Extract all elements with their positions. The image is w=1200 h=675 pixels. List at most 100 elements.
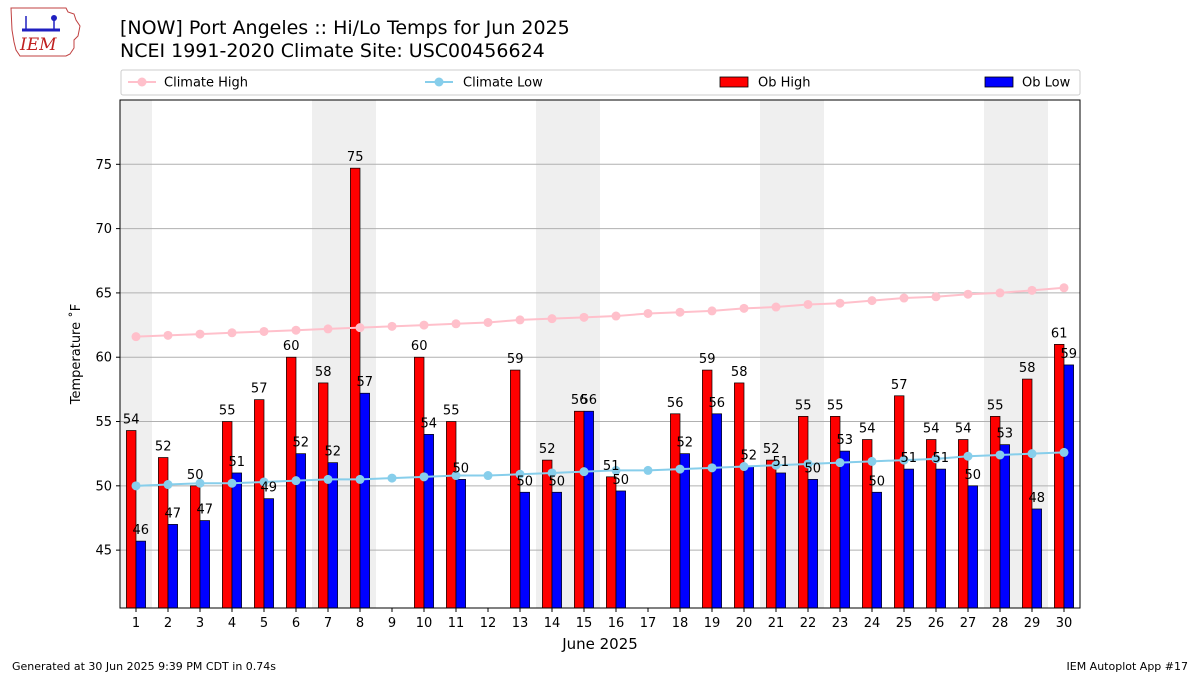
x-tick-label-4: 4 [228, 616, 236, 631]
ob-low-bar-30 [1063, 364, 1074, 609]
ob-high-label-26: 54 [923, 422, 940, 437]
ob-low-label-4: 51 [229, 455, 246, 470]
ob-high-bar-24 [862, 439, 873, 609]
climate-high-point-19 [707, 306, 717, 316]
x-tick-label-26: 26 [928, 616, 945, 631]
ob-high-bar-7 [318, 382, 329, 609]
ob-low-bar-10 [423, 434, 434, 609]
ob-high-bar-28 [990, 416, 1001, 609]
ob-low-bar-1 [135, 540, 146, 609]
weekend-shade-7 [312, 100, 344, 608]
ob-low-bar-6 [295, 453, 306, 609]
ob-low-bar-15 [583, 410, 594, 609]
chart-title: [NOW] Port Angeles :: Hi/Lo Temps for Ju… [120, 17, 570, 39]
climate-low-point-28 [995, 450, 1005, 460]
weekend-shade-29 [1016, 100, 1048, 608]
x-tick-label-27: 27 [960, 616, 977, 631]
x-tick-label-13: 13 [512, 616, 529, 631]
climate-high-line [135, 286, 1065, 338]
climate-low-point-27 [963, 451, 973, 461]
y-grid [120, 163, 1080, 551]
ob-high-bar-1 [126, 430, 137, 609]
ob-low-bar-14 [551, 491, 562, 609]
climate-low-point-3 [195, 478, 205, 488]
legend: Climate High Climate Low Ob High Ob Low [120, 69, 1081, 96]
ob-low-label-2: 47 [165, 506, 182, 521]
climate-low-point-14 [547, 468, 557, 478]
ob-high-bar-23 [830, 416, 841, 609]
y-tick-label-70: 70 [95, 222, 112, 237]
ob-low-label-11: 50 [453, 461, 470, 476]
footer-app: IEM Autoplot App #17 [1066, 660, 1189, 673]
ob-low-label-22: 50 [805, 461, 822, 476]
climate-low-point-10 [419, 472, 429, 482]
climate-high-point-1 [131, 332, 141, 342]
climate-high-point-2 [163, 330, 173, 340]
ob-high-label-2: 52 [155, 440, 172, 455]
y-tick-label-50: 50 [95, 479, 112, 494]
x-tick-label-20: 20 [736, 616, 753, 631]
climate-high-point-3 [195, 329, 205, 339]
ob-high-bar-15 [574, 410, 585, 609]
x-tick-label-9: 9 [388, 616, 396, 631]
ob-low-bar-26 [935, 468, 946, 609]
ob-high-bar-26 [926, 439, 937, 609]
ob-high-bar-16 [606, 476, 617, 609]
ob-low-bar-5 [263, 498, 274, 609]
climate-low-point-15 [579, 467, 589, 477]
x-tick-label-1: 1 [132, 616, 140, 631]
climate-low-point-26 [931, 454, 941, 464]
ob-low-label-16: 50 [613, 473, 630, 488]
climate-low-point-21 [771, 460, 781, 470]
ob-high-bar-5 [254, 399, 265, 609]
ob-high-label-5: 57 [251, 382, 268, 397]
x-tick-label-30: 30 [1056, 616, 1073, 631]
climate-low-point-17 [643, 465, 653, 475]
climate-low-point-13 [515, 469, 525, 479]
climate-low-point-12 [483, 471, 493, 481]
ob-high-label-20: 58 [731, 365, 748, 380]
x-tick-label-11: 11 [448, 616, 465, 631]
ob-low-bar-20 [743, 466, 754, 609]
legend-climate-low-dot [434, 77, 444, 87]
ob-low-label-29: 48 [1029, 491, 1046, 506]
climate-high-point-10 [419, 320, 429, 330]
climate-low-point-2 [163, 480, 173, 490]
legend-ob-low: Ob Low [1022, 76, 1071, 91]
climate-low-point-19 [707, 463, 717, 473]
legend-climate-high-dot [137, 77, 147, 87]
ob-low-bar-8 [359, 392, 370, 609]
x-tick-label-18: 18 [672, 616, 689, 631]
ob-high-label-14: 52 [539, 442, 556, 457]
ob-high-bar-21 [766, 459, 777, 609]
ob-low-bar-23 [839, 450, 850, 609]
climate-low-point-4 [227, 478, 237, 488]
ob-low-bar-25 [903, 468, 914, 609]
x-tick-label-5: 5 [260, 616, 268, 631]
ob-high-label-1: 54 [123, 413, 140, 428]
x-tick-label-28: 28 [992, 616, 1009, 631]
ob-high-bar-27 [958, 439, 969, 609]
ob-low-label-10: 54 [421, 416, 438, 431]
weekend-shade-15 [568, 100, 600, 608]
ob-high-label-13: 59 [507, 352, 524, 367]
ob-high-label-24: 54 [859, 422, 876, 437]
weekend-shade-22 [792, 100, 824, 608]
ob-high-label-10: 60 [411, 339, 428, 354]
weekend-shade-1 [120, 100, 152, 608]
climate-low-point-8 [355, 474, 365, 484]
ob-high-bar-2 [158, 457, 169, 609]
ob-low-bar-22 [807, 479, 818, 609]
x-tick-label-6: 6 [292, 616, 300, 631]
climate-high-point-4 [227, 328, 237, 338]
y-tick-label-60: 60 [95, 351, 112, 366]
ob-high-label-30: 61 [1051, 326, 1068, 341]
climate-high-point-25 [899, 293, 909, 303]
plot-frame [119, 99, 1081, 609]
ob-low-bar-11 [455, 479, 466, 609]
climate-high-point-15 [579, 312, 589, 322]
ob-low-label-7: 52 [325, 445, 342, 460]
climate-low-point-29 [1027, 449, 1037, 459]
bar-value-labels: 54 46 52 47 50 47 55 51 57 49 60 52 58 52 75 57 60 54 55 50… [123, 150, 1077, 538]
chart-subtitle: NCEI 1991-2020 Climate Site: USC00456624 [120, 40, 545, 62]
